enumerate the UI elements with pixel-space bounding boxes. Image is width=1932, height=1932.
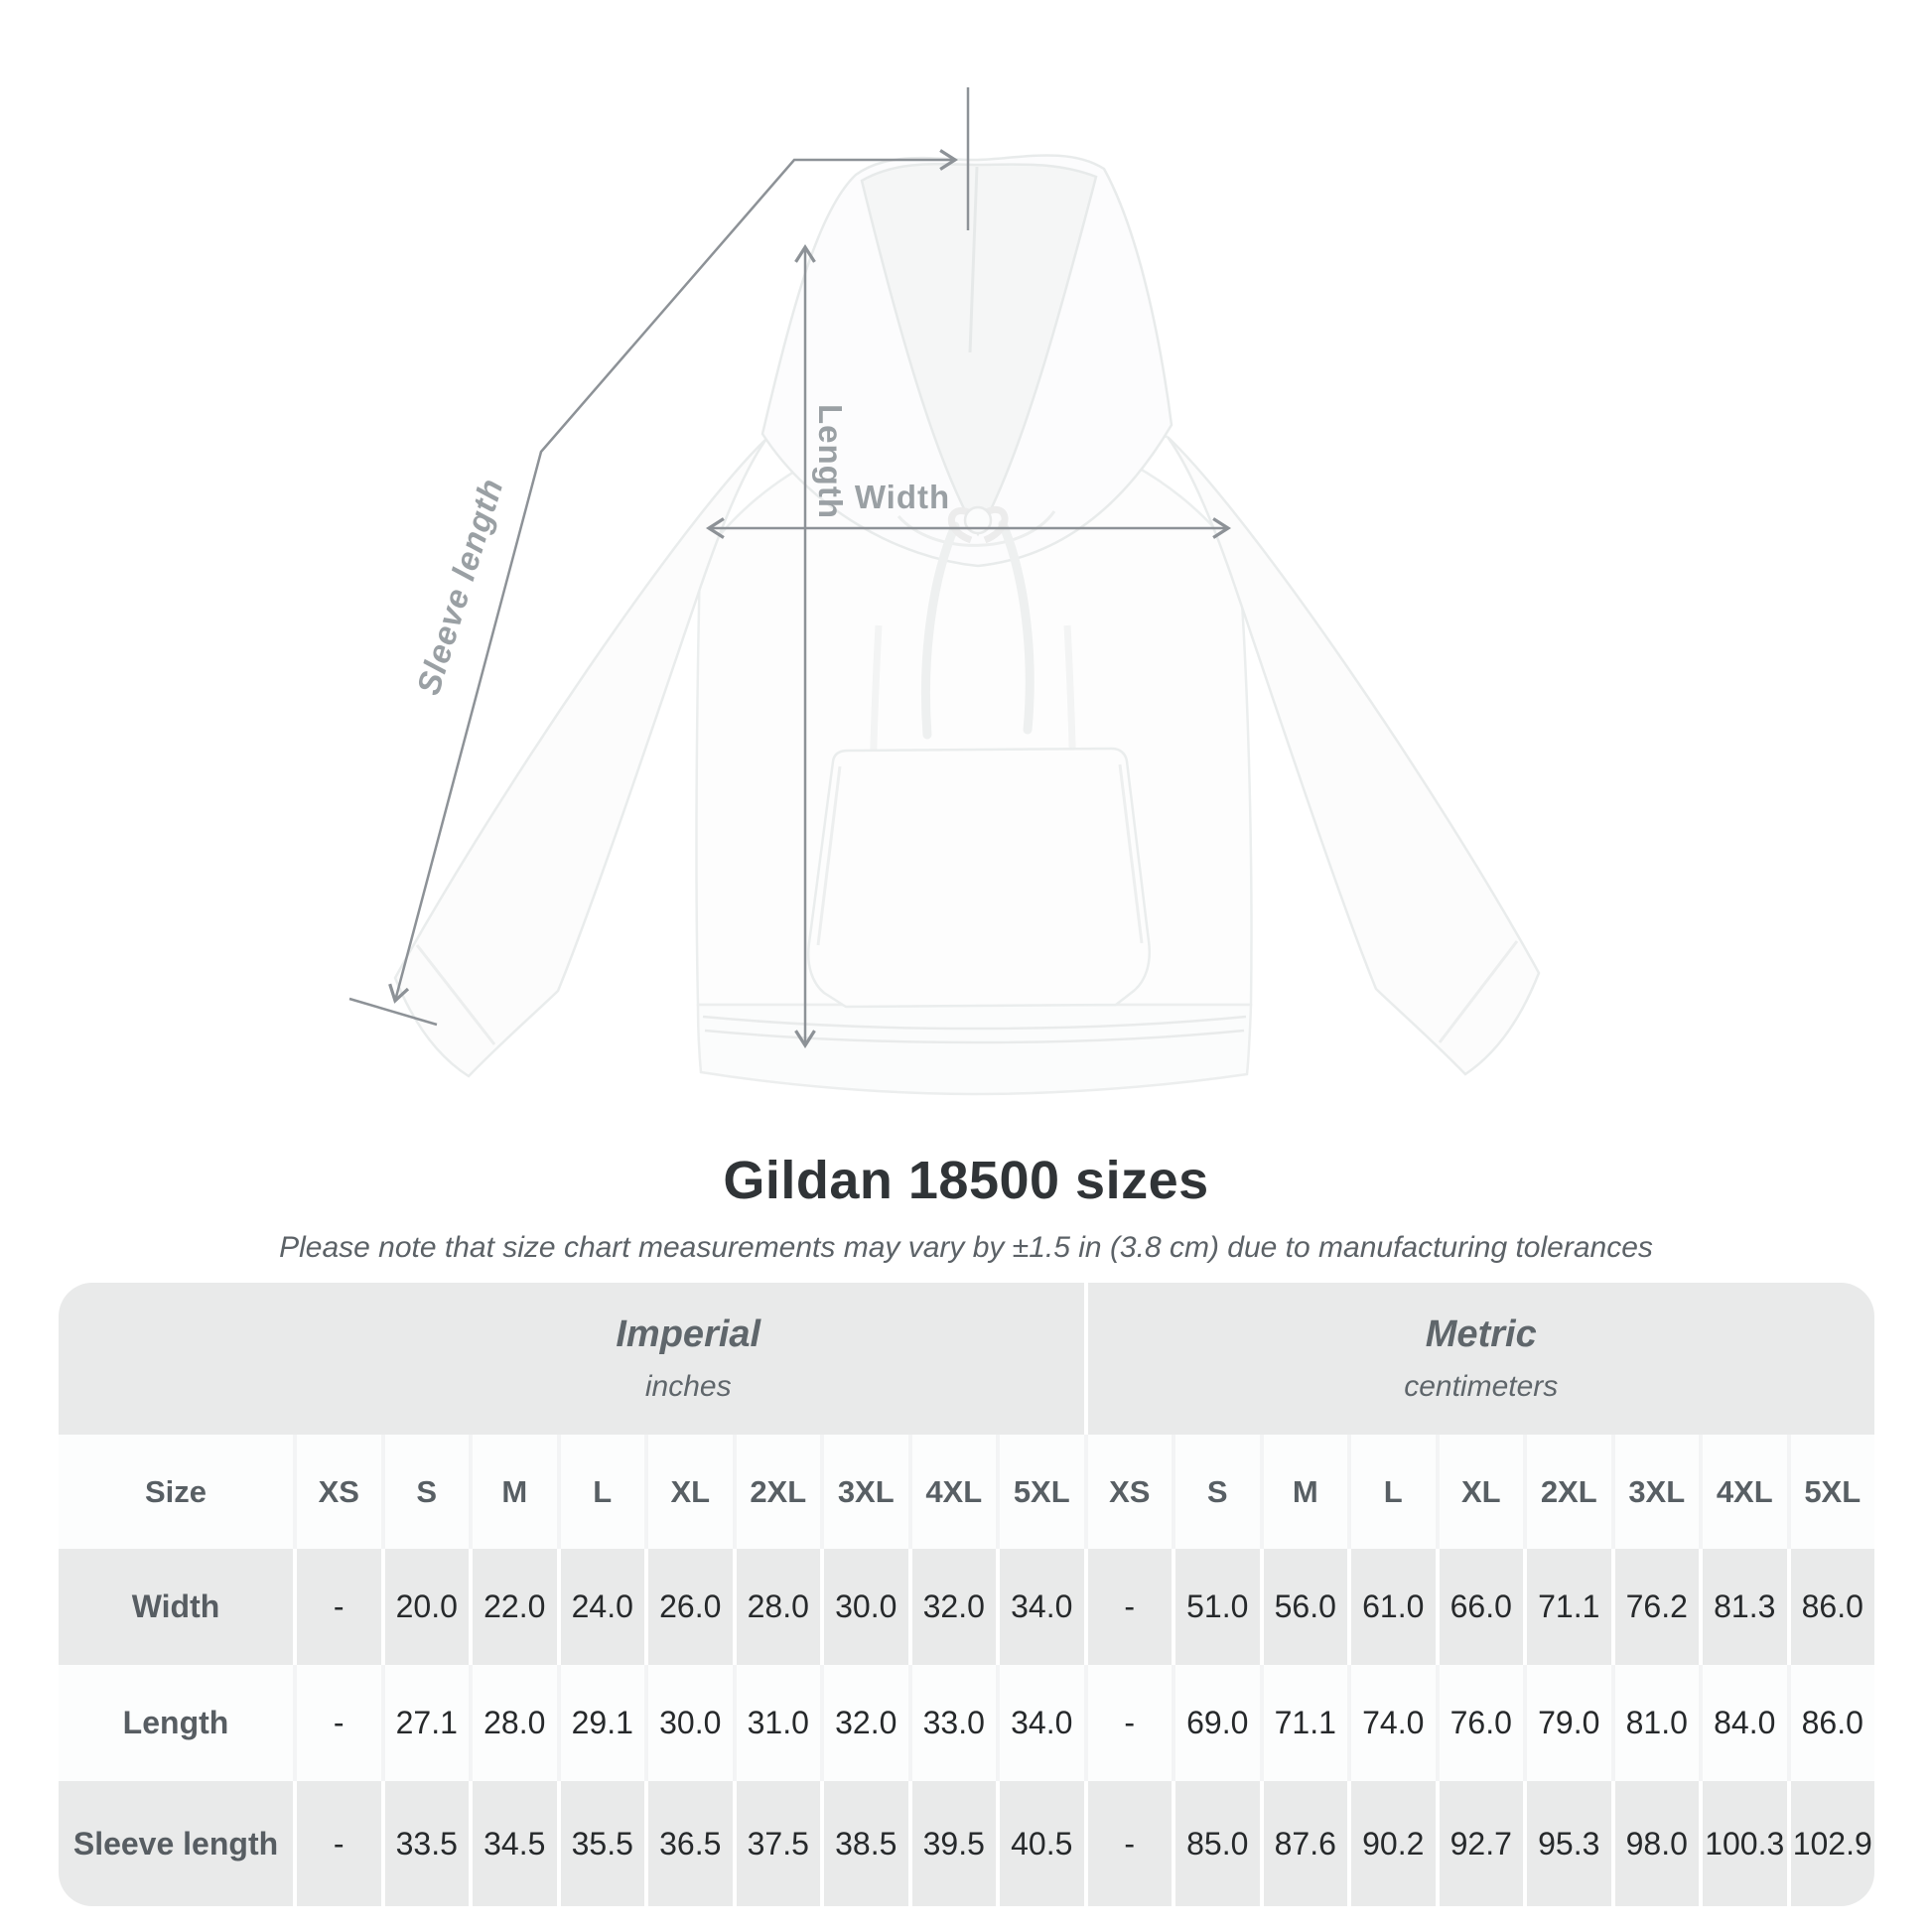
imperial-group-header: Imperial inches	[59, 1283, 1084, 1435]
table-cell: 28.0	[732, 1549, 821, 1665]
table-cell: 86.0	[1786, 1549, 1875, 1665]
table-cell: 35.5	[556, 1781, 645, 1906]
table-cell: 79.0	[1523, 1665, 1611, 1781]
table-cell: 36.5	[644, 1781, 733, 1906]
table-cell: 32.0	[907, 1549, 997, 1665]
size-header-cell: L	[556, 1435, 644, 1549]
table-cell: 95.3	[1523, 1781, 1611, 1906]
table-cell: 74.0	[1347, 1665, 1436, 1781]
tolerance-note: Please note that size chart measurements…	[279, 1231, 1653, 1264]
size-header-cell: 3XL	[820, 1435, 908, 1549]
imperial-unit-label: inches	[644, 1370, 732, 1403]
table-cell: 71.1	[1259, 1665, 1347, 1781]
size-header-cell: 2XL	[1523, 1435, 1611, 1549]
size-table: Imperial inches Metric centimeters Size X…	[59, 1283, 1874, 1906]
table-cell: 28.0	[469, 1665, 557, 1781]
table-cell: 31.0	[732, 1665, 820, 1781]
size-column-header: Size	[59, 1435, 293, 1549]
size-header-cell: S	[1172, 1435, 1260, 1549]
table-cell: 33.5	[380, 1781, 470, 1906]
measurement-lines	[348, 87, 1232, 1049]
table-cell: 76.0	[1435, 1665, 1523, 1781]
table-cell: -	[1083, 1781, 1173, 1906]
table-cell: 39.5	[907, 1781, 997, 1906]
width-measure-label: Width	[855, 479, 950, 515]
table-cell: 33.0	[907, 1665, 996, 1781]
table-cell: 32.0	[820, 1665, 908, 1781]
size-header-cell: M	[1259, 1435, 1347, 1549]
table-cell: 92.7	[1435, 1781, 1524, 1906]
size-header-cell: 4XL	[1699, 1435, 1787, 1549]
table-cell: 56.0	[1259, 1549, 1348, 1665]
table-cell: 102.9	[1786, 1781, 1875, 1906]
table-cell: -	[293, 1781, 381, 1906]
table-cell: 37.5	[732, 1781, 821, 1906]
table-cell: 90.2	[1347, 1781, 1436, 1906]
table-cell: 51.0	[1172, 1549, 1260, 1665]
table-cell: 69.0	[1172, 1665, 1260, 1781]
row-label: Length	[59, 1665, 293, 1781]
size-header-cell: XS	[1083, 1435, 1172, 1549]
table-cell: -	[1083, 1549, 1173, 1665]
table-cell: 34.5	[469, 1781, 557, 1906]
page-title: Gildan 18500 sizes	[723, 1151, 1209, 1210]
table-cell: 20.0	[380, 1549, 470, 1665]
length-measure-label: Length	[812, 404, 849, 519]
sleeve-length-arrow	[388, 149, 959, 1004]
table-cell: -	[293, 1549, 381, 1665]
table-cell: -	[293, 1665, 381, 1781]
table-cell: 100.3	[1699, 1781, 1787, 1906]
size-header-cell: L	[1347, 1435, 1436, 1549]
table-cell: 61.0	[1347, 1549, 1436, 1665]
table-cell: 27.1	[380, 1665, 469, 1781]
table-cell: 40.5	[996, 1781, 1084, 1906]
table-cell: 87.6	[1259, 1781, 1348, 1906]
table-cell: 86.0	[1786, 1665, 1874, 1781]
row-label: Sleeve length	[72, 1825, 279, 1862]
table-cell: 84.0	[1699, 1665, 1787, 1781]
size-header-cell: 5XL	[996, 1435, 1084, 1549]
table-cell: 26.0	[644, 1549, 733, 1665]
size-header-cell: XS	[293, 1435, 381, 1549]
metric-group-header: Metric centimeters	[1083, 1283, 1875, 1435]
table-cell: 71.1	[1523, 1549, 1611, 1665]
size-header-cell: XL	[1435, 1435, 1523, 1549]
size-header-cell: 5XL	[1786, 1435, 1874, 1549]
table-cell: 81.3	[1699, 1549, 1787, 1665]
table-cell: 29.1	[556, 1665, 644, 1781]
table-cell: 98.0	[1610, 1781, 1700, 1906]
size-header-cell: XL	[644, 1435, 733, 1549]
size-header-cell: S	[380, 1435, 469, 1549]
table-cell: 34.0	[996, 1549, 1084, 1665]
size-header-cell: 3XL	[1610, 1435, 1699, 1549]
table-cell: 22.0	[469, 1549, 557, 1665]
hoodie-measurement-diagram: Length Width Sleeve length	[348, 87, 1541, 1096]
table-cell: 34.0	[996, 1665, 1084, 1781]
table-cell: 38.5	[820, 1781, 908, 1906]
size-header-cell: 4XL	[907, 1435, 996, 1549]
size-header-cell: M	[469, 1435, 557, 1549]
metric-label: Metric	[1425, 1313, 1537, 1355]
table-cell: 81.0	[1610, 1665, 1699, 1781]
table-cell: 30.0	[820, 1549, 908, 1665]
sleeve-length-measure-label: Sleeve length	[409, 474, 509, 699]
table-cell: 66.0	[1435, 1549, 1524, 1665]
table-cell: 76.2	[1610, 1549, 1700, 1665]
metric-unit-label: centimeters	[1404, 1370, 1559, 1403]
table-cell: 24.0	[556, 1549, 645, 1665]
table-cell: 85.0	[1172, 1781, 1260, 1906]
table-cell: 30.0	[644, 1665, 733, 1781]
size-header-cell: 2XL	[732, 1435, 820, 1549]
hoodie-illustration	[393, 154, 1541, 1096]
imperial-label: Imperial	[616, 1313, 761, 1355]
sleeve-bottom-tick	[348, 997, 438, 1027]
table-cell: -	[1083, 1665, 1172, 1781]
row-label: Width	[131, 1588, 220, 1624]
